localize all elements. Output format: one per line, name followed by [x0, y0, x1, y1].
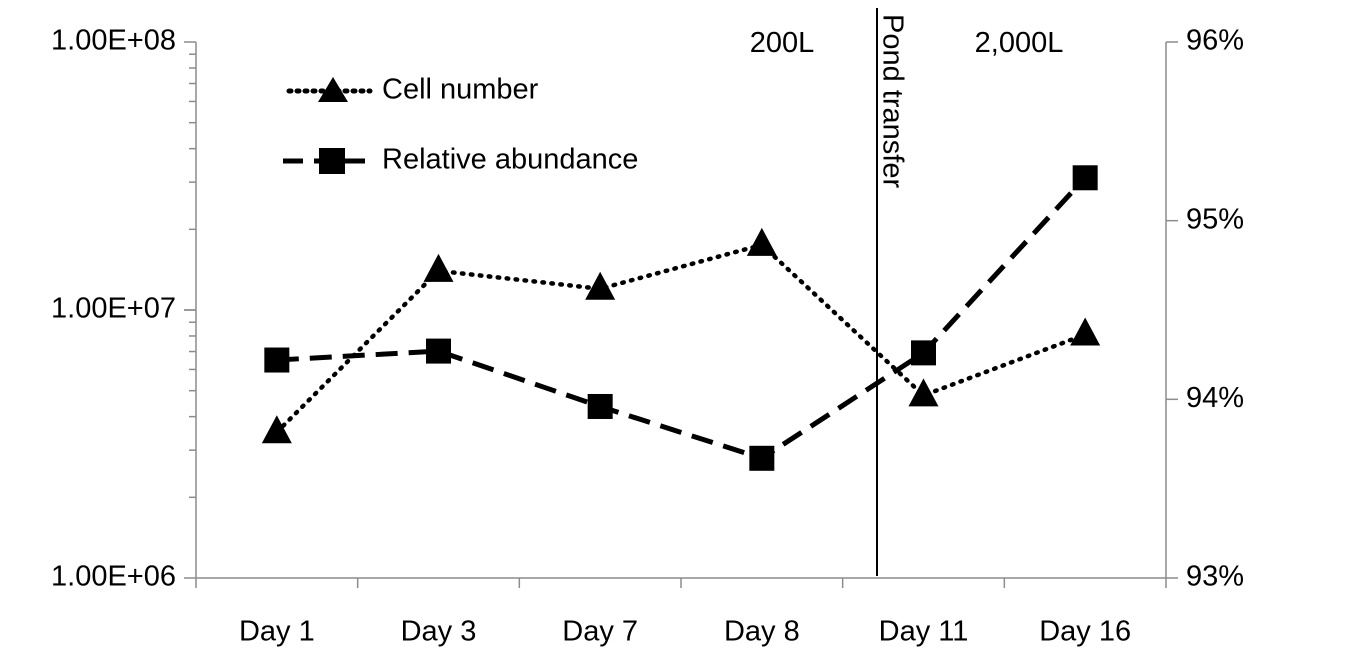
x-tick-label: Day 11: [879, 616, 969, 648]
region-label-200l: 200L: [750, 27, 815, 59]
cell-number-point: [1070, 317, 1101, 346]
relative-abundance-point: [264, 347, 290, 373]
right-tick-label: 96%: [1186, 25, 1244, 57]
axes: Day 1 Day 3 Day 7 Day 8 Day 11 Day 16 1.00E+06…: [51, 25, 1244, 648]
left-tick-label: 1.00E+08: [51, 25, 176, 57]
relative-abundance-point: [1072, 165, 1098, 191]
cell-number-point: [746, 227, 777, 256]
x-tick-label: Day 1: [239, 616, 315, 648]
right-tick-label: 93%: [1186, 561, 1244, 593]
cell-number-point: [261, 415, 292, 444]
pond-transfer-label: Pond transfer: [876, 14, 908, 188]
right-tick-label: 94%: [1186, 382, 1244, 414]
relative-abundance-point: [426, 338, 451, 364]
right-tick-label: 95%: [1186, 203, 1244, 235]
legend-relative-abundance-label: Relative abundance: [382, 144, 638, 176]
legend: Cell number Relative abundance: [283, 74, 638, 176]
relative-abundance-point: [587, 393, 613, 419]
region-label-2000l: 2,000L: [975, 27, 1064, 59]
cell-number-line: [274, 242, 1088, 435]
series-cell-number: [261, 227, 1101, 444]
relative-abundance-line: [276, 176, 1088, 462]
legend-cell-number-marker: [318, 77, 348, 102]
relative-abundance-point: [749, 445, 775, 471]
left-tick-label: 1.00E+06: [51, 561, 176, 593]
x-tick-label: Day 8: [724, 616, 800, 648]
left-tick-label: 1.00E+07: [51, 293, 176, 325]
x-tick-label: Day 3: [401, 616, 477, 648]
legend-relative-abundance-marker: [319, 148, 345, 174]
x-tick-label: Day 16: [1039, 616, 1131, 648]
cell-number-point: [423, 253, 454, 282]
cell-number-point: [585, 271, 616, 300]
x-tick-label: Day 7: [562, 616, 638, 648]
legend-cell-number-label: Cell number: [382, 74, 539, 106]
relative-abundance-point: [911, 340, 936, 366]
cell-number-point: [908, 378, 939, 407]
series-relative-abundance: [264, 165, 1098, 471]
